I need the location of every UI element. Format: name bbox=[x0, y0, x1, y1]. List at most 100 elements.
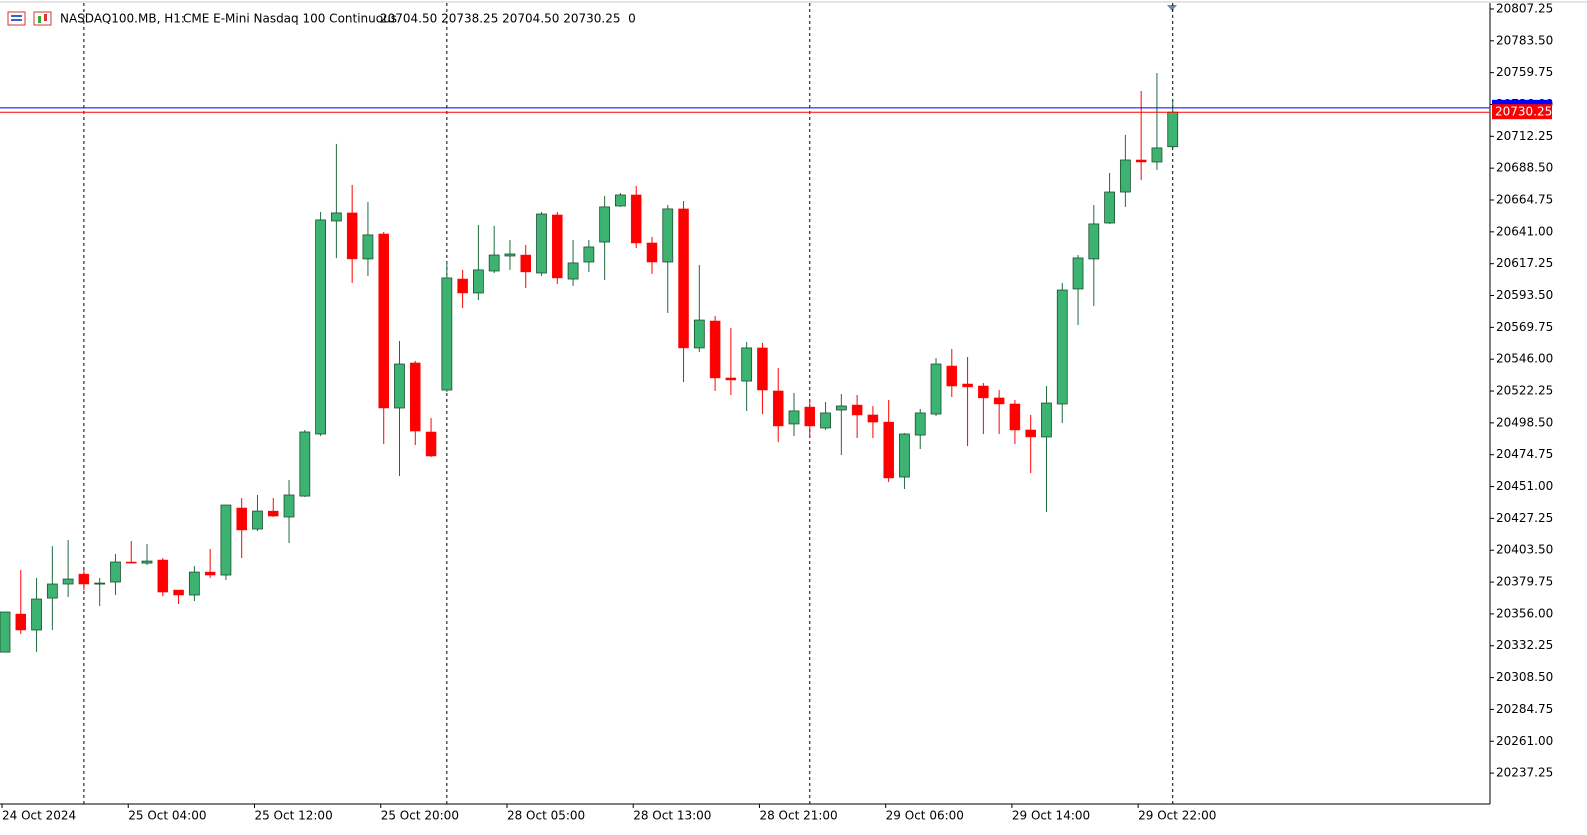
header-symbol: NASDAQ100.MB, H1: bbox=[60, 12, 185, 26]
candle-body bbox=[1104, 191, 1115, 224]
bid-label-box bbox=[1492, 104, 1552, 120]
y-tick-label: 20593.50 bbox=[1496, 288, 1553, 302]
candle-body bbox=[662, 208, 674, 263]
candle-body bbox=[157, 559, 169, 593]
candle-body bbox=[62, 578, 74, 585]
x-tick-label: 28 Oct 05:00 bbox=[507, 809, 585, 823]
icon bbox=[11, 15, 22, 17]
candle-body bbox=[741, 347, 753, 382]
x-tick-label: 29 Oct 14:00 bbox=[1012, 809, 1090, 823]
candle-body bbox=[1009, 403, 1021, 431]
candle-body bbox=[851, 404, 863, 416]
icon bbox=[7, 11, 26, 26]
candle-body bbox=[283, 494, 295, 518]
candle-body bbox=[867, 414, 879, 423]
candle-body bbox=[693, 319, 705, 349]
header-icons bbox=[7, 11, 52, 26]
candle-body bbox=[630, 194, 642, 244]
candle-body bbox=[188, 571, 200, 596]
candle-body bbox=[899, 433, 910, 478]
y-tick-label: 20451.00 bbox=[1496, 479, 1553, 493]
y-tick-label: 20569.75 bbox=[1496, 320, 1553, 334]
candle-body bbox=[993, 397, 1005, 405]
y-tick-label: 20522.25 bbox=[1496, 384, 1553, 398]
candle-body bbox=[78, 573, 90, 585]
candle-body bbox=[299, 431, 311, 497]
candle-body bbox=[15, 613, 27, 631]
x-tick-label: 24 Oct 2024 bbox=[2, 809, 76, 823]
candle-body bbox=[268, 510, 279, 517]
candle-body bbox=[410, 362, 421, 432]
candle-body bbox=[930, 363, 942, 415]
x-tick-label: 29 Oct 22:00 bbox=[1138, 809, 1216, 823]
icon bbox=[33, 11, 52, 26]
y-tick-label: 20783.50 bbox=[1496, 33, 1553, 47]
candle-body bbox=[457, 278, 468, 294]
y-tick-label: 20356.00 bbox=[1496, 606, 1553, 620]
candle-body bbox=[31, 598, 42, 631]
candle-body bbox=[757, 347, 768, 391]
candle-body bbox=[252, 510, 263, 530]
last-bar-marker bbox=[1167, 5, 1177, 11]
y-tick-label: 20403.50 bbox=[1496, 543, 1553, 557]
x-tick-label: 25 Oct 12:00 bbox=[254, 809, 332, 823]
y-tick-label: 20712.25 bbox=[1496, 129, 1553, 143]
candle-body bbox=[394, 363, 405, 409]
candle-body bbox=[425, 431, 437, 457]
candle-body bbox=[1041, 402, 1052, 438]
x-tick-label: 28 Oct 13:00 bbox=[633, 809, 711, 823]
candle-body bbox=[46, 583, 58, 599]
y-tick-label: 20664.75 bbox=[1496, 192, 1553, 206]
candle-body bbox=[709, 320, 721, 379]
candle-body bbox=[772, 390, 784, 427]
candle-body bbox=[204, 571, 216, 576]
candle-body bbox=[1025, 429, 1036, 438]
candle-body bbox=[1088, 223, 1100, 260]
candle-body bbox=[1151, 147, 1163, 163]
candle-body bbox=[173, 589, 184, 596]
header-quote: 20704.50 20738.25 20704.50 20730.25 0 bbox=[380, 12, 636, 26]
candle-body bbox=[599, 206, 611, 243]
candle-body bbox=[1119, 159, 1131, 193]
candle-body bbox=[0, 611, 11, 653]
y-tick-label: 20261.00 bbox=[1496, 734, 1553, 748]
candle-body bbox=[488, 254, 500, 272]
header-description: CME E-Mini Nasdaq 100 Continuous bbox=[183, 12, 397, 26]
x-tick-label: 25 Oct 04:00 bbox=[128, 809, 206, 823]
y-tick-label: 20498.50 bbox=[1496, 415, 1553, 429]
candle-body bbox=[615, 194, 626, 207]
x-tick-label: 25 Oct 20:00 bbox=[381, 809, 459, 823]
y-tick-label: 20807.25 bbox=[1496, 1, 1553, 15]
candle-body bbox=[220, 504, 232, 576]
candle-body bbox=[110, 561, 121, 583]
candle-body bbox=[94, 582, 106, 585]
x-tick-label: 28 Oct 21:00 bbox=[759, 809, 837, 823]
candle-body bbox=[346, 212, 358, 260]
candle-body bbox=[1135, 159, 1147, 163]
candle-body bbox=[315, 219, 327, 435]
candle-body bbox=[472, 269, 484, 294]
y-tick-label: 20379.75 bbox=[1496, 575, 1553, 589]
candle-body bbox=[914, 412, 926, 436]
icon bbox=[38, 16, 41, 23]
candle-body bbox=[520, 254, 531, 273]
candle-body bbox=[725, 377, 737, 381]
y-tick-label: 20688.50 bbox=[1496, 161, 1553, 175]
candle-body bbox=[883, 421, 894, 479]
candle-body bbox=[962, 383, 973, 388]
y-tick-label: 20308.50 bbox=[1496, 670, 1553, 684]
candle-body bbox=[567, 262, 579, 280]
y-tick-label: 20427.25 bbox=[1496, 511, 1553, 525]
candle-body bbox=[536, 213, 547, 274]
candle-body bbox=[820, 412, 831, 429]
y-tick-label: 20474.75 bbox=[1496, 447, 1553, 461]
bid-label: 20730.25 bbox=[1495, 105, 1552, 119]
candle-body bbox=[1056, 289, 1068, 405]
x-tick-label: 29 Oct 06:00 bbox=[886, 809, 964, 823]
candle-body bbox=[646, 242, 658, 263]
candle-body bbox=[804, 406, 816, 427]
y-tick-label: 20641.00 bbox=[1496, 224, 1553, 238]
icon bbox=[44, 14, 47, 21]
candle-body bbox=[141, 560, 153, 564]
candle-body bbox=[378, 233, 389, 409]
